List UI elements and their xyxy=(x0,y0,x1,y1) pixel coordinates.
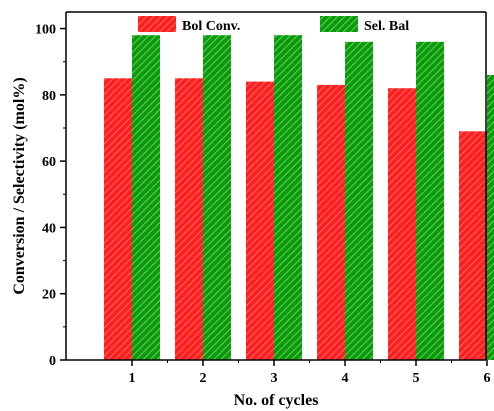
bar-series-2-cycle-4 xyxy=(345,41,373,360)
y-tick-label: 20 xyxy=(42,288,56,303)
y-axis-title: Conversion / Selectivity (mol%) xyxy=(11,77,28,294)
legend-label-series-2: Sel. Bal xyxy=(364,19,409,34)
y-tick-label: 80 xyxy=(42,89,56,104)
x-tick-label: 4 xyxy=(342,371,349,386)
y-tick-label: 40 xyxy=(42,221,56,236)
x-axis-title: No. of cycles xyxy=(234,392,319,409)
x-tick-label: 2 xyxy=(200,371,207,386)
legend: Bol Conv. Sel. Bal xyxy=(138,16,409,34)
bar-series-2-cycle-2 xyxy=(203,35,231,360)
y-tick-label: 0 xyxy=(49,354,56,369)
bar-series-2-cycle-3 xyxy=(274,35,302,360)
bar-series-1-cycle-6 xyxy=(459,131,487,360)
legend-label-series-1: Bol Conv. xyxy=(182,19,240,34)
x-tick-label: 1 xyxy=(129,371,136,386)
legend-swatch-series-1 xyxy=(138,16,176,32)
bar-series-1-cycle-3 xyxy=(246,81,274,360)
x-axis: 1 2 3 4 5 6 xyxy=(66,359,491,386)
bar-series-2-cycle-1 xyxy=(132,35,160,360)
bar-series-1-cycle-4 xyxy=(317,84,345,361)
x-tick-label: 6 xyxy=(484,371,491,386)
y-axis: 0 20 40 60 80 100 xyxy=(35,12,67,369)
bar-series-1-cycle-2 xyxy=(175,78,203,361)
x-tick-label: 3 xyxy=(271,371,278,386)
bar-series-1-cycle-1 xyxy=(104,78,132,361)
bar-series-2-cycle-5 xyxy=(416,41,444,360)
y-tick-label: 100 xyxy=(35,23,56,38)
plot-bars xyxy=(104,35,494,361)
x-tick-label: 5 xyxy=(413,371,420,386)
bar-series-2-cycle-6 xyxy=(487,74,494,360)
bar-series-1-cycle-5 xyxy=(388,88,416,360)
y-tick-label: 60 xyxy=(42,155,56,170)
legend-swatch-series-2 xyxy=(320,16,358,32)
